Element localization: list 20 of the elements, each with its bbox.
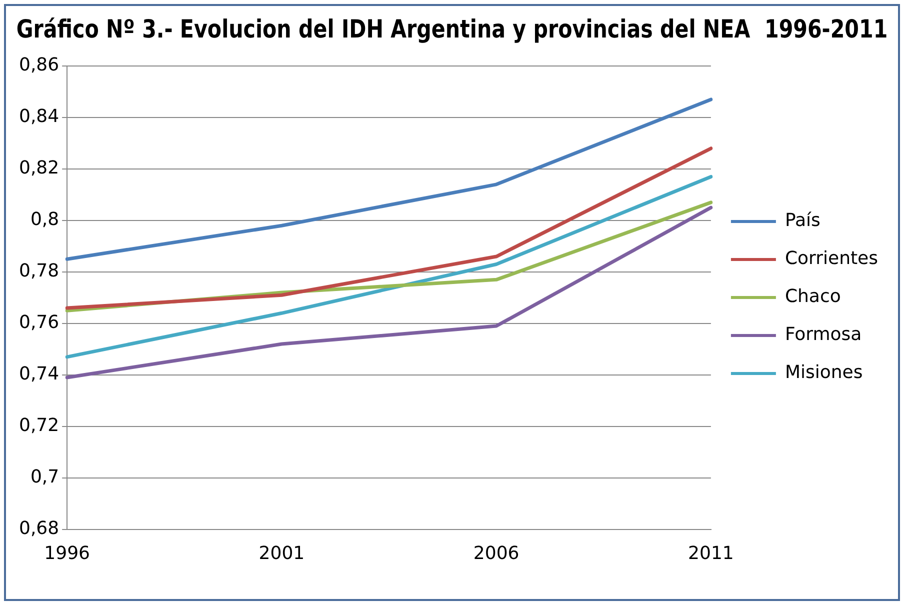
- chart-title: Gráfico Nº 3.- Evolucion del IDH Argentina y provincias del NEA 1996-2011: [16, 16, 888, 44]
- legend-label: Formosa: [784, 324, 862, 346]
- y-tick-label: 0,74: [19, 364, 60, 385]
- y-tick-label: 0,76: [19, 312, 60, 334]
- x-tick-label: 2006: [473, 542, 520, 564]
- x-tick-label: 1996: [44, 542, 90, 564]
- y-tick-label: 0,78: [19, 260, 60, 282]
- legend-label: País: [784, 210, 820, 232]
- legend-label: Corrientes: [784, 248, 878, 270]
- y-tick-label: 0,84: [19, 106, 60, 128]
- y-tick-label: 0,82: [19, 158, 60, 179]
- legend-label: Misiones: [784, 362, 863, 384]
- y-tick-label: 0,7: [30, 466, 60, 488]
- y-tick-label: 0,68: [19, 518, 60, 540]
- y-tick-label: 0,72: [19, 415, 60, 436]
- x-tick-label: 2011: [688, 542, 734, 564]
- legend-label: Chaco: [784, 286, 841, 308]
- x-tick-label: 2001: [258, 542, 305, 564]
- y-tick-label: 0,8: [30, 209, 60, 230]
- y-tick-label: 0,86: [19, 54, 60, 76]
